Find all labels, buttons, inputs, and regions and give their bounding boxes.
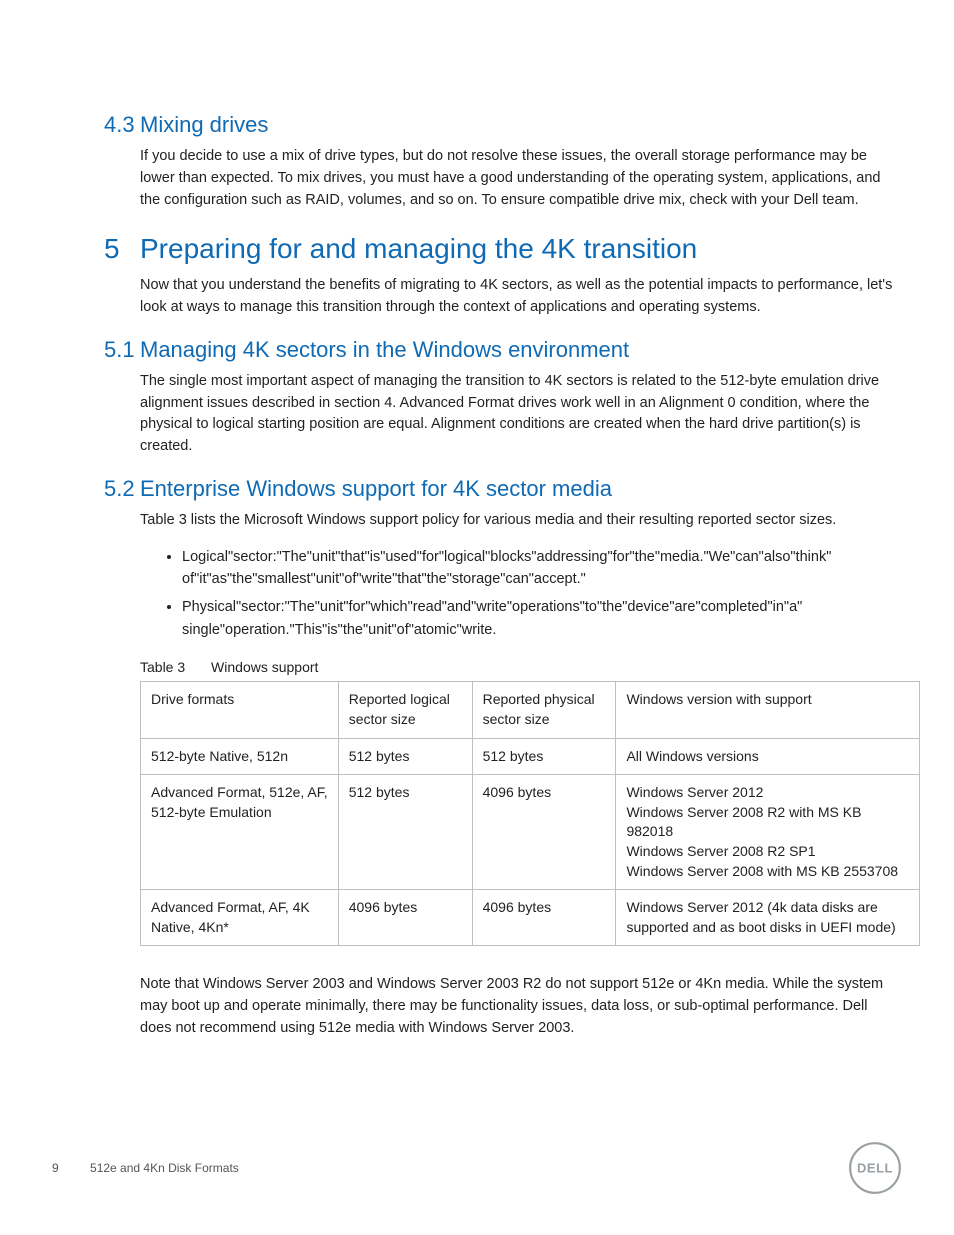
page-number: 9 [52, 1161, 59, 1175]
table-cell: Windows Server 2012 (4k data disks are s… [616, 890, 920, 946]
table-cell: Advanced Format, AF, 4K Native, 4Kn* [141, 890, 339, 946]
table-cell: Advanced Format, 512e, AF, 512-byte Emul… [141, 775, 339, 890]
section-5: 5 Preparing for and managing the 4K tran… [52, 233, 902, 319]
table-cell: Windows Server 2012 Windows Server 2008 … [616, 775, 920, 890]
section-body: If you decide to use a mix of drive type… [52, 146, 902, 211]
section-body: Table 3 lists the Microsoft Windows supp… [52, 510, 902, 532]
section-note: Note that Windows Server 2003 and Window… [52, 974, 902, 1039]
table-header: Reported logical sector size [338, 682, 472, 738]
table-cell: 4096 bytes [338, 890, 472, 946]
top-margin [52, 0, 902, 112]
section-number: 5 [104, 233, 120, 265]
section-heading: Enterprise Windows support for 4K sector… [52, 476, 902, 502]
page-footer: 9 512e and 4Kn Disk Formats [52, 1161, 239, 1175]
list-item: Physical"sector:"The"unit"for"which"read… [182, 596, 902, 641]
footer-title: 512e and 4Kn Disk Formats [90, 1161, 239, 1175]
table-header: Drive formats [141, 682, 339, 738]
section-number: 4.3 [104, 112, 135, 138]
table-cell: 4096 bytes [472, 890, 616, 946]
document-page: 4.3 Mixing drives If you decide to use a… [0, 0, 954, 1235]
section-heading: Managing 4K sectors in the Windows envir… [52, 337, 902, 363]
svg-text:DELL: DELL [857, 1160, 893, 1175]
section-4-3: 4.3 Mixing drives If you decide to use a… [52, 112, 902, 211]
table-row: Advanced Format, 512e, AF, 512-byte Emul… [141, 775, 920, 890]
section-body: Now that you understand the benefits of … [52, 275, 902, 319]
section-heading: Preparing for and managing the 4K transi… [52, 233, 902, 265]
table-header: Reported physical sector size [472, 682, 616, 738]
section-body: The single most important aspect of mana… [52, 371, 902, 458]
table-cell: 4096 bytes [472, 775, 616, 890]
section-number: 5.2 [104, 476, 135, 502]
section-heading: Mixing drives [52, 112, 902, 138]
section-5-2: 5.2 Enterprise Windows support for 4K se… [52, 476, 902, 1040]
dell-logo-icon: DELL [848, 1141, 902, 1195]
table-row: Advanced Format, AF, 4K Native, 4Kn* 409… [141, 890, 920, 946]
section-number: 5.1 [104, 337, 135, 363]
table-header-row: Drive formats Reported logical sector si… [141, 682, 920, 738]
table-cell: 512 bytes [338, 738, 472, 775]
list-item: Logical"sector:"The"unit"that"is"used"fo… [182, 546, 902, 591]
windows-support-table: Drive formats Reported logical sector si… [140, 681, 920, 946]
table-header: Windows version with support [616, 682, 920, 738]
table-cell: 512 bytes [338, 775, 472, 890]
table-cell: 512-byte Native, 512n [141, 738, 339, 775]
table-cell: All Windows versions [616, 738, 920, 775]
table-cell: 512 bytes [472, 738, 616, 775]
table-caption: Table 3 Windows support [52, 659, 902, 675]
table-label: Table 3 [140, 659, 185, 675]
table-row: 512-byte Native, 512n 512 bytes 512 byte… [141, 738, 920, 775]
section-5-1: 5.1 Managing 4K sectors in the Windows e… [52, 337, 902, 458]
table-caption-text: Windows support [211, 659, 318, 675]
bullet-list: Logical"sector:"The"unit"that"is"used"fo… [52, 546, 902, 642]
